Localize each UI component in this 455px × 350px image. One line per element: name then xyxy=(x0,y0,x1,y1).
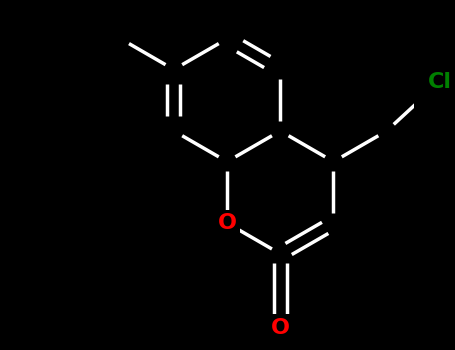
Text: Cl: Cl xyxy=(428,72,452,92)
Text: O: O xyxy=(271,317,290,337)
Text: O: O xyxy=(217,213,237,233)
